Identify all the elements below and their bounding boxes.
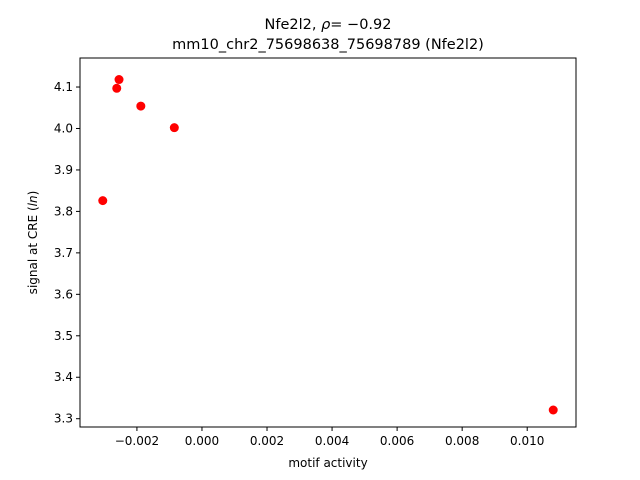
y-tick-label: 3.7 (54, 246, 73, 260)
x-axis-label: motif activity (288, 456, 367, 470)
data-point (169, 123, 179, 133)
y-tick-label: 3.5 (54, 329, 73, 343)
x-tick-label: 0.008 (445, 434, 479, 448)
y-axis-ticks: 3.3 3.4 3.5 3.6 3.7 3.8 3.9 4.0 4.1 (54, 80, 80, 426)
y-label-suffix: ) (26, 191, 40, 196)
y-tick-label: 3.9 (54, 163, 73, 177)
y-tick-label: 4.1 (54, 80, 73, 94)
x-tick-label: 0.010 (510, 434, 544, 448)
y-label-italic: ln (26, 195, 40, 206)
plot-area-frame (79, 57, 577, 428)
data-point (98, 196, 108, 206)
title-rho-symbol: ρ (321, 17, 331, 33)
x-tick-label: −0.002 (115, 434, 159, 448)
y-tick-label: 4.0 (54, 121, 73, 135)
x-axis-ticks: −0.002 0.000 0.002 0.004 0.006 0.008 0.010 (115, 427, 544, 448)
x-tick-label: 0.000 (185, 434, 219, 448)
y-tick-label: 3.4 (54, 370, 73, 384)
x-tick-label: 0.004 (315, 434, 349, 448)
chart-title-line2: mm10_chr2_75698638_75698789 (Nfe2l2) (172, 37, 484, 53)
y-tick-label: 3.6 (54, 287, 73, 301)
data-point (114, 75, 124, 85)
y-tick-label: 3.3 (54, 412, 73, 426)
title-prefix: Nfe2l2, (265, 17, 322, 33)
y-axis-label: signal at CRE (ln) (26, 191, 40, 295)
data-points (98, 75, 558, 415)
y-label-prefix: signal at CRE ( (26, 206, 40, 294)
x-tick-label: 0.006 (380, 434, 414, 448)
title-rho-value: = −0.92 (330, 17, 391, 33)
chart-title-line1: Nfe2l2, ρ= −0.92 (265, 17, 392, 33)
y-tick-label: 3.8 (54, 204, 73, 218)
data-point (112, 83, 122, 93)
data-point (548, 405, 558, 415)
x-tick-label: 0.002 (250, 434, 284, 448)
data-point (136, 101, 146, 111)
